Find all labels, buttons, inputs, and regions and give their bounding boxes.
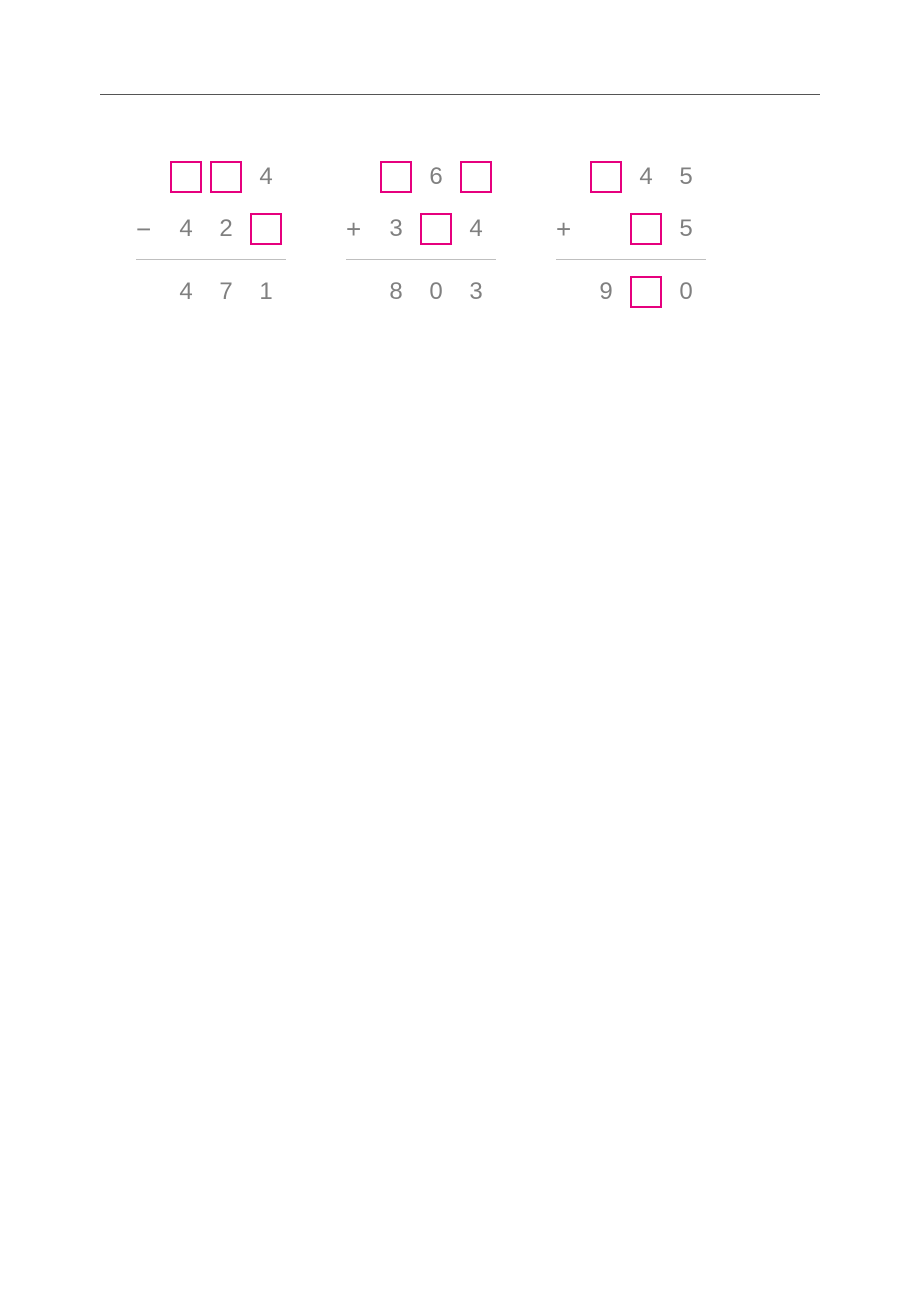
equals-line [556,259,706,260]
problem-row: 803 [346,266,496,318]
horizontal-rule [100,94,820,95]
digit-cell: 4 [626,157,666,197]
problem-row: +34 [346,203,496,255]
digit-cell: 8 [376,272,416,312]
blank-input[interactable] [380,161,412,193]
digit-cell: 4 [456,209,496,249]
equals-line [346,259,496,260]
digit-cell: 4 [246,157,286,197]
blank-input[interactable] [250,213,282,245]
digit-cell: 7 [206,272,246,312]
arithmetic-problem: 45+590 [556,151,706,318]
problem-row: 6 [346,151,496,203]
digit-cell: 5 [666,209,706,249]
blank-input[interactable] [170,161,202,193]
blank-input[interactable] [210,161,242,193]
blank-box[interactable] [166,157,206,197]
blank-box[interactable] [206,157,246,197]
operator: + [346,209,376,249]
digit-cell: 1 [246,272,286,312]
blank-box[interactable] [626,272,666,312]
problem-row: +5 [556,203,706,255]
blank-input[interactable] [460,161,492,193]
problem-row: 90 [556,266,706,318]
digit-cell: 2 [206,209,246,249]
digit-cell: 5 [666,157,706,197]
page: 4−424716+3480345+590 [0,0,920,1302]
arithmetic-problem: 4−42471 [136,151,286,318]
problem-row: −42 [136,203,286,255]
digit-cell: 4 [166,272,206,312]
digit-cell: 3 [456,272,496,312]
blank-input[interactable] [630,213,662,245]
blank-box[interactable] [456,157,496,197]
digit-cell: 3 [376,209,416,249]
blank-box[interactable] [586,157,626,197]
operator [136,272,166,312]
operator [556,157,586,197]
operator: − [136,209,166,249]
blank-box[interactable] [416,209,456,249]
problem-row: 45 [556,151,706,203]
blank-box[interactable] [376,157,416,197]
operator: + [556,209,586,249]
blank-box[interactable] [626,209,666,249]
blank-input[interactable] [420,213,452,245]
digit-cell: 9 [586,272,626,312]
operator [346,272,376,312]
equals-line [136,259,286,260]
blank-input[interactable] [630,276,662,308]
digit-cell: 6 [416,157,456,197]
digit-cell: 4 [166,209,206,249]
operator [556,272,586,312]
operator [346,157,376,197]
problem-row: 471 [136,266,286,318]
problems-row: 4−424716+3480345+590 [136,151,820,318]
blank-input[interactable] [590,161,622,193]
digit-cell: 0 [416,272,456,312]
problem-row: 4 [136,151,286,203]
arithmetic-problem: 6+34803 [346,151,496,318]
empty-cell [586,209,626,249]
digit-cell: 0 [666,272,706,312]
operator [136,157,166,197]
blank-box[interactable] [246,209,286,249]
